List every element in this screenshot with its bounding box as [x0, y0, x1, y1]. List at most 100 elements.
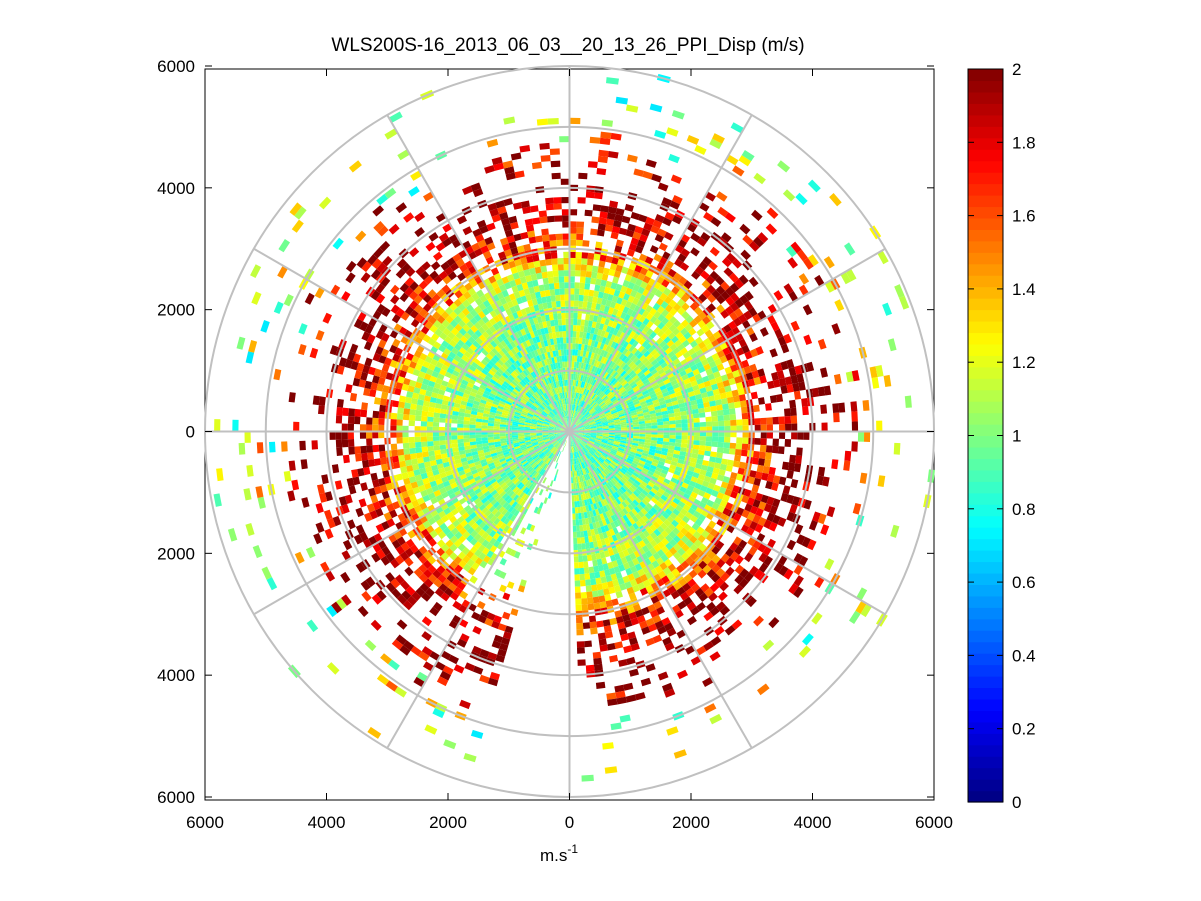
data-cell	[622, 514, 629, 522]
data-cell	[658, 381, 666, 388]
data-cell	[640, 347, 648, 355]
data-cell	[465, 405, 473, 411]
data-cell	[657, 541, 666, 550]
data-cell	[643, 505, 651, 513]
data-cell	[616, 545, 623, 553]
data-cell	[638, 441, 645, 445]
data-cell	[623, 645, 633, 654]
data-cell	[593, 565, 600, 573]
data-cell	[416, 404, 423, 411]
data-cell	[590, 434, 597, 437]
data-cell	[571, 404, 573, 411]
data-cell	[636, 299, 644, 308]
data-cell	[688, 569, 698, 579]
data-cell	[664, 304, 673, 313]
data-cell	[646, 320, 654, 329]
data-cell	[657, 549, 665, 558]
data-cell	[656, 606, 665, 615]
data-cell	[648, 490, 656, 498]
data-cell	[576, 641, 585, 648]
data-cell	[513, 417, 520, 421]
data-cell	[586, 473, 591, 480]
data-cell	[527, 411, 534, 416]
data-cell	[348, 485, 357, 495]
data-cell	[632, 522, 640, 530]
data-cell	[528, 497, 534, 505]
data-cell	[376, 590, 387, 601]
data-cell	[716, 492, 725, 500]
data-cell	[720, 309, 730, 319]
data-cell	[637, 239, 646, 248]
data-cell	[812, 511, 821, 523]
data-cell	[451, 577, 461, 587]
data-cell	[581, 258, 588, 265]
data-cell	[548, 434, 555, 436]
data-cell	[659, 472, 667, 479]
data-cell	[639, 294, 647, 303]
data-cell	[474, 460, 481, 466]
data-cell	[627, 352, 634, 360]
data-cell	[378, 339, 387, 349]
data-cell	[470, 444, 477, 449]
data-cell	[575, 380, 579, 387]
data-cell	[585, 332, 591, 340]
data-cell	[727, 358, 736, 367]
data-cell	[607, 360, 613, 367]
data-cell	[582, 448, 587, 454]
data-cell	[579, 463, 583, 470]
data-cell	[493, 436, 500, 440]
data-cell	[418, 393, 426, 401]
data-cell	[602, 452, 609, 457]
data-cell	[588, 420, 595, 424]
data-cell	[602, 470, 609, 476]
data-cell	[341, 594, 352, 606]
data-cell	[517, 404, 524, 409]
data-cell	[524, 432, 531, 435]
data-cell	[624, 482, 631, 489]
data-cell	[700, 270, 710, 280]
data-cell	[475, 437, 482, 442]
data-cell	[428, 406, 435, 413]
data-cell	[426, 431, 433, 437]
data-cell	[434, 407, 441, 414]
data-cell	[372, 375, 380, 384]
data-cell	[641, 390, 649, 396]
data-cell	[776, 370, 785, 380]
data-cell	[530, 423, 537, 426]
data-cell	[569, 221, 577, 228]
data-cell	[604, 286, 611, 294]
data-cell	[632, 471, 640, 478]
data-cell	[705, 368, 714, 376]
data-cell	[529, 468, 535, 475]
data-cell	[754, 523, 764, 533]
data-cell	[596, 467, 602, 474]
data-cell	[582, 375, 586, 382]
data-cell	[283, 470, 292, 482]
data-cell	[632, 385, 640, 392]
data-cell	[429, 396, 437, 403]
data-cell	[590, 400, 595, 406]
data-cell	[592, 334, 598, 341]
data-cell	[626, 656, 636, 665]
data-cell	[593, 290, 600, 298]
data-cell	[429, 606, 440, 617]
data-cell	[765, 223, 778, 235]
data-cell	[645, 542, 654, 551]
data-cell	[412, 463, 420, 471]
data-cell	[576, 331, 580, 338]
data-cell	[736, 347, 745, 356]
data-cell	[391, 449, 398, 457]
data-cell	[620, 608, 629, 616]
data-cell	[495, 654, 505, 663]
data-cell	[681, 482, 689, 489]
data-cell	[511, 433, 518, 436]
data-cell	[571, 464, 574, 471]
data-cell	[453, 586, 463, 596]
data-cell	[554, 442, 559, 447]
data-cell	[773, 562, 784, 573]
data-cell	[381, 391, 389, 400]
data-cell	[609, 263, 618, 271]
data-cell	[758, 552, 768, 563]
data-cell	[583, 325, 588, 333]
data-cell	[489, 464, 496, 471]
